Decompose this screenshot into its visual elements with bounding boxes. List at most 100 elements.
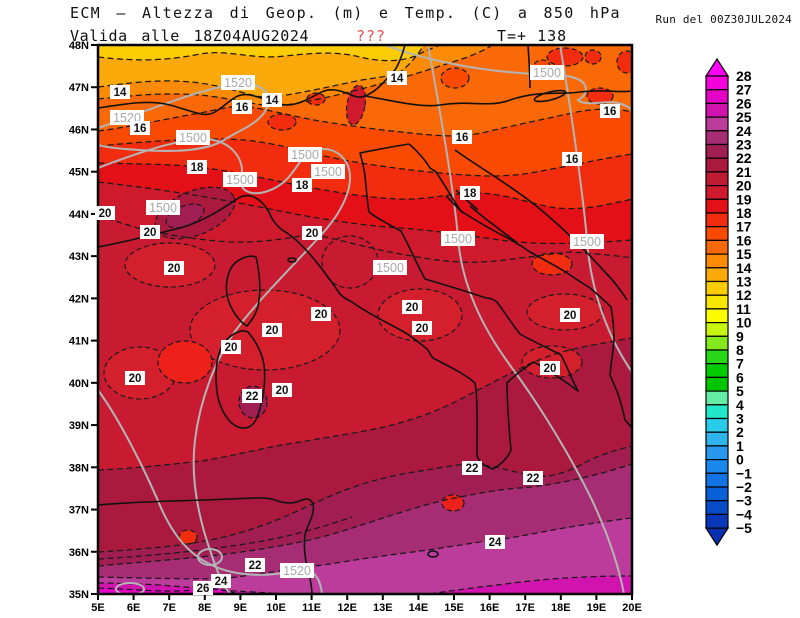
- colorbar-cell: [705, 335, 729, 351]
- colorbar-cell: [705, 185, 729, 200]
- lat-tick-label: 43N: [69, 251, 89, 263]
- temp-contour-label: 20: [564, 310, 577, 322]
- colorbar-tick-label: 12: [736, 287, 752, 303]
- temp-contour-label: 22: [527, 473, 540, 485]
- lon-tick-label: 6E: [127, 602, 140, 614]
- colorbar-cell: [705, 143, 729, 159]
- geop-contour-label: 1500: [444, 232, 472, 246]
- colorbar-tick-label: 0: [736, 452, 744, 468]
- colorbar-tick-label: 14: [736, 260, 752, 276]
- geop-contour-label: 1500: [226, 173, 254, 187]
- colorbar-cell: [705, 171, 729, 187]
- temp-contour-label: 20: [306, 228, 319, 240]
- geop-contour-label: 1500: [149, 201, 177, 215]
- run-label: Run del 00Z30JUL2024: [655, 13, 792, 26]
- colorbar-tick-label: 8: [736, 342, 744, 358]
- lat-tick-label: 48N: [69, 40, 89, 52]
- colorbar-cell: [705, 486, 729, 502]
- colorbar-cell: [705, 294, 729, 310]
- alps-border: [98, 45, 406, 116]
- colorbar-cell: [705, 472, 729, 488]
- colorbar-tick-label: −1: [736, 465, 752, 481]
- colorbar-cell: [705, 267, 729, 283]
- colorbar-cell: [705, 130, 729, 146]
- temp-contour-label: 16: [604, 106, 617, 118]
- temp-contour-label: 16: [566, 154, 579, 166]
- lat-tick-label: 36N: [69, 547, 89, 559]
- lat-tick-label: 47N: [69, 82, 89, 94]
- temp-contour-label: 20: [225, 342, 238, 354]
- temp-contour-label: 26: [197, 583, 210, 595]
- colorbar-cell: [705, 157, 729, 173]
- geop-contour-label: 1500: [179, 131, 207, 145]
- temp-contour-label: 16: [456, 132, 469, 144]
- colorbar-cell: [705, 198, 729, 214]
- colorbar-tick-label: 28: [736, 68, 752, 84]
- temp-contour-label: 20: [168, 263, 181, 275]
- colorbar-tick-label: −5: [736, 520, 752, 536]
- temp-contour-label: 20: [266, 325, 279, 337]
- colorbar-cell: [705, 116, 729, 132]
- colorbar-cell: [705, 390, 729, 406]
- bosnia-border: [454, 149, 628, 301]
- colorbar-over-arrow: [704, 57, 730, 77]
- italy-coast: [98, 143, 579, 470]
- colorbar-cell: [705, 308, 729, 324]
- temp-contour-label: 16: [134, 123, 147, 135]
- colorbar-cell: [705, 253, 729, 269]
- temp-contour-label: 14: [391, 73, 404, 85]
- contour-labels: 1520152015201500150015001500150015001500…: [95, 65, 620, 595]
- austria-border: [527, 45, 531, 89]
- lat-tick-label: 37N: [69, 505, 89, 517]
- malta: [427, 550, 439, 558]
- lon-tick-label: 19E: [587, 602, 607, 614]
- lon-tick-label: 10E: [266, 602, 286, 614]
- colorbar-cell: [705, 404, 729, 420]
- page-title: ECM — Altezza di Geop. (m) e Temp. (C) a…: [70, 4, 621, 22]
- colorbar-cell: [705, 363, 729, 379]
- dalmatian-islands: [445, 189, 517, 243]
- lon-tick-label: 15E: [444, 602, 464, 614]
- colorbar-tick-label: 13: [736, 274, 752, 290]
- colorbar-cell: [705, 513, 729, 529]
- colorbar-tick-label: 5: [736, 383, 744, 399]
- colorbar-tick-label: 24: [736, 123, 752, 139]
- corsica: [225, 255, 261, 327]
- temp-contour-label: 14: [114, 87, 127, 99]
- colorbar-cell: [705, 459, 729, 474]
- colorbar-cell: [705, 226, 729, 241]
- colorbar-cell: [705, 280, 729, 296]
- colorbar-cell: [705, 376, 729, 392]
- lat-tick-label: 45N: [69, 167, 89, 179]
- lat-tick-label: 44N: [69, 209, 89, 221]
- colorbar-tick-label: −3: [736, 493, 752, 509]
- temp-contour-label: 24: [489, 537, 502, 549]
- temp-contour-label: 20: [315, 309, 328, 321]
- colorbar-tick-label: 11: [736, 301, 751, 317]
- alps-border-east: [364, 90, 632, 107]
- temp-contour-label: 20: [544, 363, 557, 375]
- lon-tick-label: 5E: [91, 602, 104, 614]
- temp-contour-label: 24: [215, 576, 228, 588]
- colorbar-tick-label: 20: [736, 178, 752, 194]
- lat-tick-label: 35N: [69, 589, 89, 601]
- temperature-colorbar: 2827262524232221201918171615141312111098…: [704, 57, 752, 547]
- colorbar-tick-label: 3: [736, 411, 744, 427]
- lat-tick-label: 39N: [69, 420, 89, 432]
- temp-contour-label: 20: [144, 227, 157, 239]
- colorbar-cell: [705, 212, 729, 228]
- temp-contour-label: 20: [99, 208, 112, 220]
- colorbar-tick-label: 25: [736, 109, 752, 125]
- lat-tick-label: 41N: [69, 336, 89, 348]
- lat-tick-label: 42N: [69, 293, 89, 305]
- colorbar-tick-label: 6: [736, 369, 744, 385]
- colorbar-tick-label: 21: [736, 164, 752, 180]
- temp-contour-label: 18: [296, 180, 309, 192]
- temperature-shading: [98, 45, 632, 594]
- lon-tick-label: 20E: [622, 602, 642, 614]
- lon-tick-label: 11E: [302, 602, 321, 614]
- balkan-coast: [408, 143, 632, 429]
- map-frame: [96, 43, 634, 596]
